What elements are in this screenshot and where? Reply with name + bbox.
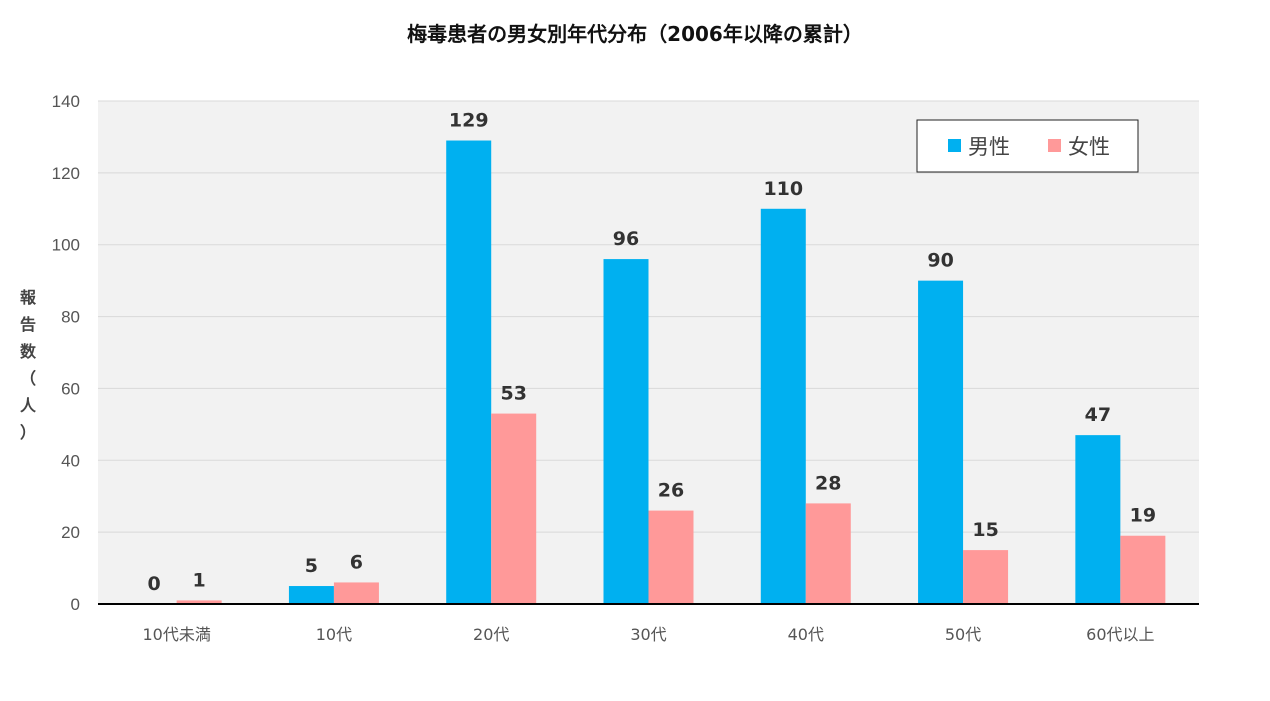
legend-label: 男性 (968, 135, 1010, 159)
bar-female (805, 503, 851, 604)
x-axis-categories: 10代未満 10代 20代 30代 40代 50代 60代以上 (142, 625, 1154, 644)
data-label: 26 (658, 480, 684, 502)
x-category-label: 30代 (630, 625, 666, 644)
y-tick-label: 60 (61, 379, 80, 398)
data-label: 96 (613, 228, 639, 250)
data-label: 15 (972, 519, 998, 541)
legend-label: 女性 (1068, 135, 1110, 159)
bar-female (333, 582, 379, 604)
bar-female (963, 550, 1009, 604)
legend: 男性 女性 (916, 119, 1139, 173)
y-axis-label-char: 数 (19, 342, 36, 361)
y-tick-label: 140 (52, 92, 80, 111)
x-category-label: 10代 (316, 625, 352, 644)
y-tick-label: 80 (61, 308, 80, 327)
x-category-label: 60代以上 (1086, 625, 1154, 644)
y-axis-label-char: （ (19, 369, 36, 388)
x-category-label: 20代 (473, 625, 509, 644)
bars (176, 140, 1166, 605)
data-label: 90 (927, 250, 953, 272)
legend-swatch (1048, 139, 1061, 152)
bar-male (446, 140, 492, 604)
y-tick-label: 20 (61, 523, 80, 542)
y-axis-label-char: 人 (19, 396, 36, 415)
bar-male (288, 586, 334, 604)
bar-female (491, 413, 537, 604)
data-label: 53 (500, 383, 526, 405)
y-axis-label-char: 報 (19, 288, 36, 307)
data-label: 110 (763, 178, 803, 200)
x-category-label: 40代 (788, 625, 824, 644)
data-label: 1 (193, 569, 206, 591)
bar-male (918, 280, 964, 604)
chart-title: 梅毒患者の男女別年代分布（2006年以降の累計） (407, 22, 863, 46)
x-category-label: 10代未満 (142, 625, 210, 644)
data-label: 5 (305, 555, 318, 577)
y-tick-label: 0 (71, 595, 80, 614)
data-label: 28 (815, 472, 841, 494)
bar-female (1120, 535, 1166, 604)
y-axis-label-char: ） (19, 423, 36, 442)
data-label: 0 (148, 573, 161, 595)
bar-female (648, 510, 694, 604)
bar-male (1075, 435, 1121, 604)
y-axis-label-char: 告 (19, 315, 36, 334)
bar-female (176, 600, 222, 604)
y-tick-label: 100 (52, 236, 80, 255)
data-label: 6 (350, 551, 363, 573)
y-axis-ticks: 0 20 40 60 80 100 120 140 (52, 92, 80, 614)
bar-male (603, 259, 649, 604)
data-label: 19 (1130, 505, 1156, 527)
y-axis-label: 報告数 （ 人 ） (14, 284, 42, 446)
y-tick-label: 120 (52, 164, 80, 183)
data-label: 47 (1085, 404, 1111, 426)
data-label: 129 (449, 110, 489, 132)
legend-swatch (948, 139, 961, 152)
y-tick-label: 40 (61, 451, 80, 470)
bar-male (760, 208, 806, 605)
x-category-label: 50代 (945, 625, 981, 644)
